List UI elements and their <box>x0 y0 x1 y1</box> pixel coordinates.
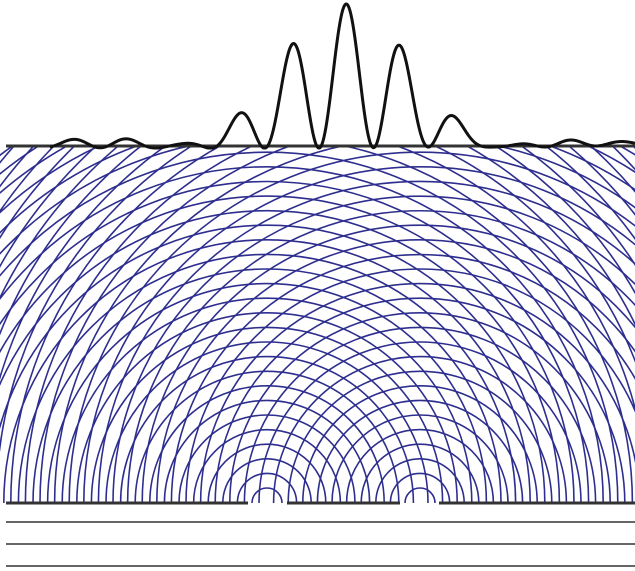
left-wavefront-arc <box>0 151 619 504</box>
right-wavefront-arc <box>0 146 167 381</box>
left-wavefront-arc <box>134 370 400 504</box>
left-wavefront-arc <box>0 195 575 504</box>
incident-plane-waves <box>6 521 635 567</box>
right-wavefront-arc <box>229 312 611 504</box>
right-wavefront-arc <box>360 443 480 504</box>
left-wavefront-arc <box>0 224 546 504</box>
left-wavefront-arc <box>222 458 312 504</box>
right-wavefront-arc <box>214 297 626 504</box>
right-wavefront-arc <box>10 146 635 504</box>
left-wavefront-arc <box>0 180 590 504</box>
right-wavefront-arc <box>0 146 194 453</box>
right-wavefront-arc <box>199 282 635 504</box>
right-wavefront-arc <box>345 428 495 504</box>
right-wavefront-arc <box>83 166 635 504</box>
right-wavefront-arc <box>68 151 635 504</box>
right-wavefront-arc <box>389 472 451 504</box>
slit-right-wavefronts <box>0 146 635 504</box>
right-wavefront-arc <box>24 146 635 504</box>
left-wavefront-arc <box>0 146 635 295</box>
right-wavefront-arc <box>287 370 553 504</box>
right-wavefront-arc <box>126 209 635 504</box>
right-wavefront-arc <box>258 341 582 504</box>
left-wavefront-arc <box>76 312 458 504</box>
left-wavefront-arc <box>90 326 444 504</box>
right-wavefront-arc <box>375 458 465 504</box>
left-wavefront-arc <box>178 414 356 504</box>
right-wavefront-arc <box>97 180 635 504</box>
left-wavefront-arc <box>61 297 473 504</box>
left-wavefront-arc <box>119 355 415 504</box>
right-wavefront-arc <box>112 195 635 504</box>
right-wavefront-arc <box>272 355 568 504</box>
left-wavefront-arc <box>0 209 561 504</box>
left-wavefront-arc <box>0 146 635 412</box>
right-wavefront-arc <box>331 414 509 504</box>
left-wavefront-arc <box>0 146 635 364</box>
right-wavefront-arc <box>243 326 597 504</box>
right-wavefront-arc <box>185 268 635 504</box>
right-wavefront-arc <box>0 146 120 300</box>
left-wavefront-arc <box>0 166 604 504</box>
interference-intensity-curve <box>49 2 635 150</box>
left-wavefront-arc <box>236 472 298 504</box>
left-wavefront-arc <box>32 268 502 504</box>
left-wavefront-arc <box>0 146 635 326</box>
right-wavefront-arc <box>404 487 436 504</box>
right-wavefront-arc <box>0 146 143 336</box>
left-wavefront-arc <box>192 428 342 504</box>
right-wavefront-arc <box>53 146 635 504</box>
right-wavefront-arc <box>141 224 635 504</box>
left-wavefront-arc <box>46 282 488 504</box>
left-wavefront-arc <box>105 341 429 504</box>
right-wavefront-arc <box>156 239 635 504</box>
right-wavefront-arc <box>170 253 635 504</box>
right-wavefront-arc <box>302 385 538 504</box>
right-wavefront-arc <box>316 399 524 504</box>
slit-left-wavefronts <box>0 146 635 504</box>
left-wavefront-arc <box>17 253 517 504</box>
right-wavefront-arc <box>39 146 635 504</box>
left-wavefront-arc <box>0 146 634 504</box>
left-wavefront-arc <box>251 487 283 504</box>
